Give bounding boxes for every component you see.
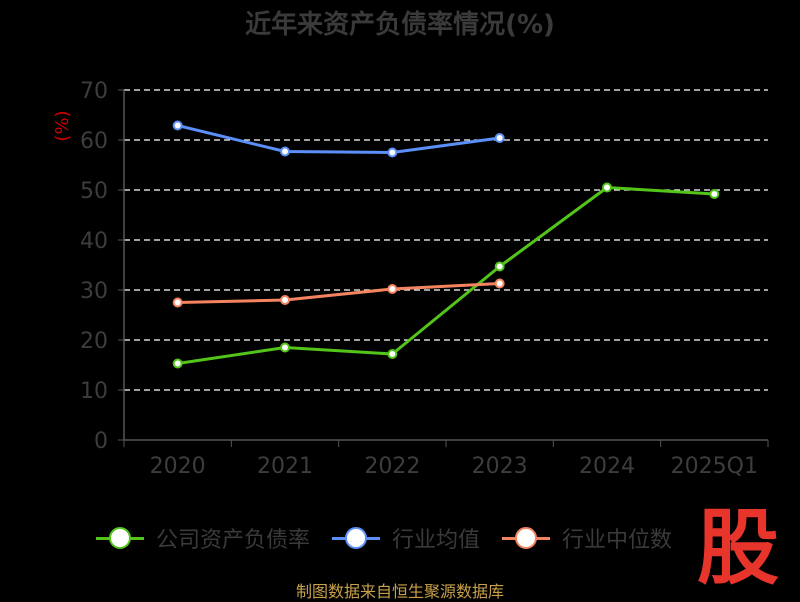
- legend-marker-icon: [332, 525, 381, 551]
- x-tick-label: 2024: [579, 454, 635, 479]
- y-tick-label: 50: [80, 179, 108, 204]
- legend-label: 行业中位数: [562, 528, 673, 553]
- source-note: 制图数据来自恒生聚源数据库: [295, 582, 504, 601]
- svg-text:股: 股: [697, 501, 779, 592]
- data-point: [172, 358, 183, 369]
- y-tick-label: 20: [80, 329, 108, 354]
- legend-label: 公司资产负债率: [156, 528, 311, 553]
- y-tick-label: 30: [80, 279, 108, 304]
- x-tick-label: 2025Q1: [671, 454, 758, 479]
- legend-item-industry-mean[interactable]: 行业均值: [332, 522, 480, 554]
- data-point: [494, 261, 505, 272]
- series-layer: [172, 120, 720, 369]
- x-tick-label: 2022: [364, 454, 420, 479]
- data-point: [387, 284, 398, 294]
- legend-label: 行业均值: [392, 528, 481, 553]
- legend-item-company[interactable]: 公司资产负债率: [96, 522, 310, 554]
- x-tick-label: 2020: [150, 454, 206, 479]
- legend-item-industry-median[interactable]: 行业中位数: [502, 522, 672, 554]
- data-point: [387, 349, 398, 359]
- stock-logo-icon: 股: [697, 501, 779, 592]
- axes: 0 10 20 30 40 50 60 70 2020 2021 2022 2023 2024 2025Q…: [80, 79, 769, 479]
- y-axis-label: (%): [52, 110, 73, 141]
- y-tick-label: 0: [94, 429, 108, 454]
- data-point: [709, 189, 720, 199]
- legend-marker-icon: [502, 525, 551, 551]
- y-tick-label: 10: [80, 379, 108, 404]
- data-point: [280, 295, 290, 305]
- legend-marker-icon: [96, 525, 144, 551]
- series-line: [177, 186, 715, 365]
- data-point: [172, 120, 183, 131]
- data-point: [172, 297, 183, 308]
- x-tick-label: 2021: [257, 454, 313, 479]
- data-point: [280, 146, 290, 157]
- data-point: [494, 133, 505, 143]
- data-point: [494, 278, 505, 289]
- data-point: [280, 342, 290, 353]
- y-tick-label: 40: [80, 229, 108, 254]
- y-tick-label: 70: [80, 79, 108, 104]
- y-tick-label: 60: [80, 129, 108, 154]
- x-tick-label: 2023: [472, 454, 528, 479]
- data-point: [387, 147, 398, 158]
- chart-title: 近年来资产负债率情况(%): [245, 10, 555, 40]
- chart-legend: 公司资产负债率 行业均值 行业中位数: [96, 518, 694, 558]
- data-point: [602, 182, 612, 193]
- series-line: [177, 124, 500, 154]
- series-line: [177, 282, 500, 304]
- grid-lines: [124, 89, 768, 391]
